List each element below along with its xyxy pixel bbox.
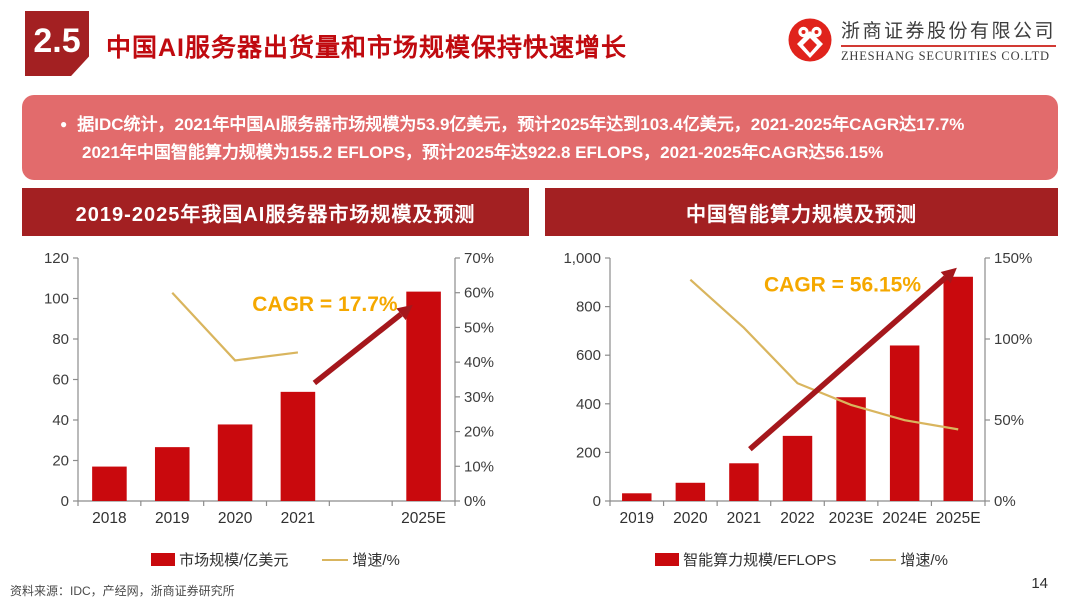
legend-label: 增速/%: [900, 552, 948, 569]
svg-text:100: 100: [44, 291, 69, 308]
line-swatch-icon: [322, 558, 349, 561]
svg-text:2020: 2020: [673, 510, 708, 527]
svg-text:40%: 40%: [464, 354, 494, 371]
svg-text:100%: 100%: [994, 331, 1032, 348]
svg-text:2023E: 2023E: [829, 510, 874, 527]
banner-line-1-text: 据IDC统计，2021年中国AI服务器市场规模为53.9亿美元，预计2025年达…: [77, 115, 965, 134]
line-swatch-icon: [870, 558, 897, 561]
svg-text:10%: 10%: [464, 458, 494, 475]
svg-text:2019: 2019: [155, 510, 189, 527]
svg-text:60%: 60%: [464, 285, 494, 302]
page-number: 14: [1031, 575, 1048, 592]
svg-text:50%: 50%: [464, 319, 494, 336]
logo-text: 浙商证券股份有限公司 ZHESHANG SECURITIES CO.LTD: [840, 16, 1056, 64]
svg-text:2025E: 2025E: [936, 510, 981, 527]
company-logo: 浙商证券股份有限公司 ZHESHANG SECURITIES CO.LTD: [787, 16, 1056, 64]
legend-label: 市场规模/亿美元: [179, 552, 289, 569]
svg-text:40: 40: [52, 412, 69, 429]
bar-line-chart-ai-server-market: 0 20 40 60 80 100 120 0% 10% 20% 30% 40% 50% 60% 70% 20…: [44, 250, 494, 527]
svg-text:2019: 2019: [620, 510, 654, 527]
chart-title-left: 2019-2025年我国AI服务器市场规模及预测: [22, 188, 529, 236]
bar-line-chart-computing-power: 0 200 400 600 800 1,000 0% 50% 100% 150% 2019 2020 2…: [563, 250, 1032, 527]
svg-text:2021: 2021: [727, 510, 761, 527]
legend-item-market-size: 市场规模/亿美元: [151, 549, 288, 570]
legend-left: 市场规模/亿美元 增速/%: [22, 549, 529, 570]
svg-text:50%: 50%: [994, 412, 1024, 429]
legend-item-growth: 增速/%: [870, 549, 948, 570]
zheshang-logo-icon: [788, 18, 832, 62]
company-name-cn: 浙商证券股份有限公司: [840, 21, 1056, 42]
svg-text:60: 60: [52, 372, 69, 389]
charts-row: 2019-2025年我国AI服务器市场规模及预测 0 20 40 60 80 100 120…: [22, 188, 1058, 570]
svg-text:2022: 2022: [780, 510, 814, 527]
svg-text:70%: 70%: [464, 250, 494, 267]
section-number-badge: 2.5: [25, 11, 89, 76]
chart-panel-computing-power: 中国智能算力规模及预测 0 200 400 600 800 1,000 0% 50% 100% 1…: [545, 188, 1058, 570]
chart-title-right: 中国智能算力规模及预测: [545, 188, 1058, 236]
svg-text:0%: 0%: [994, 493, 1016, 510]
svg-text:800: 800: [576, 299, 601, 316]
banner-line-1: ● 据IDC统计，2021年中国AI服务器市场规模为53.9亿美元，预计2025年…: [60, 110, 1038, 139]
svg-text:400: 400: [576, 396, 601, 413]
page-title: 中国AI服务器出货量和市场规模保持快速增长: [106, 34, 628, 62]
chart-panel-ai-server-market: 2019-2025年我国AI服务器市场规模及预测 0 20 40 60 80 100 120…: [22, 188, 529, 570]
svg-text:30%: 30%: [464, 389, 494, 406]
svg-text:0: 0: [593, 493, 601, 510]
svg-text:0: 0: [61, 493, 69, 510]
bar-swatch-icon: [655, 553, 680, 566]
key-points-banner: ● 据IDC统计，2021年中国AI服务器市场规模为53.9亿美元，预计2025年…: [22, 95, 1058, 180]
legend-item-computing-power: 智能算力规模/EFLOPS: [655, 549, 836, 570]
svg-text:CAGR = 56.15%: CAGR = 56.15%: [764, 274, 921, 297]
svg-text:20: 20: [52, 453, 69, 470]
svg-text:CAGR = 17.7%: CAGR = 17.7%: [252, 293, 398, 316]
legend-right: 智能算力规模/EFLOPS 增速/%: [545, 549, 1058, 570]
svg-text:2021: 2021: [281, 510, 315, 527]
bar-swatch-icon: [151, 553, 176, 566]
svg-text:80: 80: [52, 331, 69, 348]
svg-text:20%: 20%: [464, 424, 494, 441]
source-note: 资料来源：IDC，产经网，浙商证券研究所: [10, 584, 235, 598]
svg-text:1,000: 1,000: [563, 250, 601, 267]
svg-text:0%: 0%: [464, 493, 486, 510]
svg-text:150%: 150%: [994, 250, 1032, 267]
banner-line-2: 2021年中国智能算力规模为155.2 EFLOPS，预计2025年达922.8…: [82, 143, 884, 162]
legend-label: 智能算力规模/EFLOPS: [683, 552, 837, 569]
svg-text:2018: 2018: [92, 510, 126, 527]
svg-text:120: 120: [44, 250, 69, 267]
legend-label: 增速/%: [352, 552, 400, 569]
svg-text:200: 200: [576, 444, 601, 461]
bullet-icon: ●: [60, 117, 68, 131]
legend-item-growth: 增速/%: [322, 549, 400, 570]
svg-text:2024E: 2024E: [882, 510, 927, 527]
company-name-en: ZHESHANG SECURITIES CO.LTD: [840, 49, 1050, 63]
logo-divider: [840, 45, 1056, 47]
svg-text:600: 600: [576, 347, 601, 364]
svg-text:2020: 2020: [218, 510, 253, 527]
svg-text:2025E: 2025E: [401, 510, 446, 527]
